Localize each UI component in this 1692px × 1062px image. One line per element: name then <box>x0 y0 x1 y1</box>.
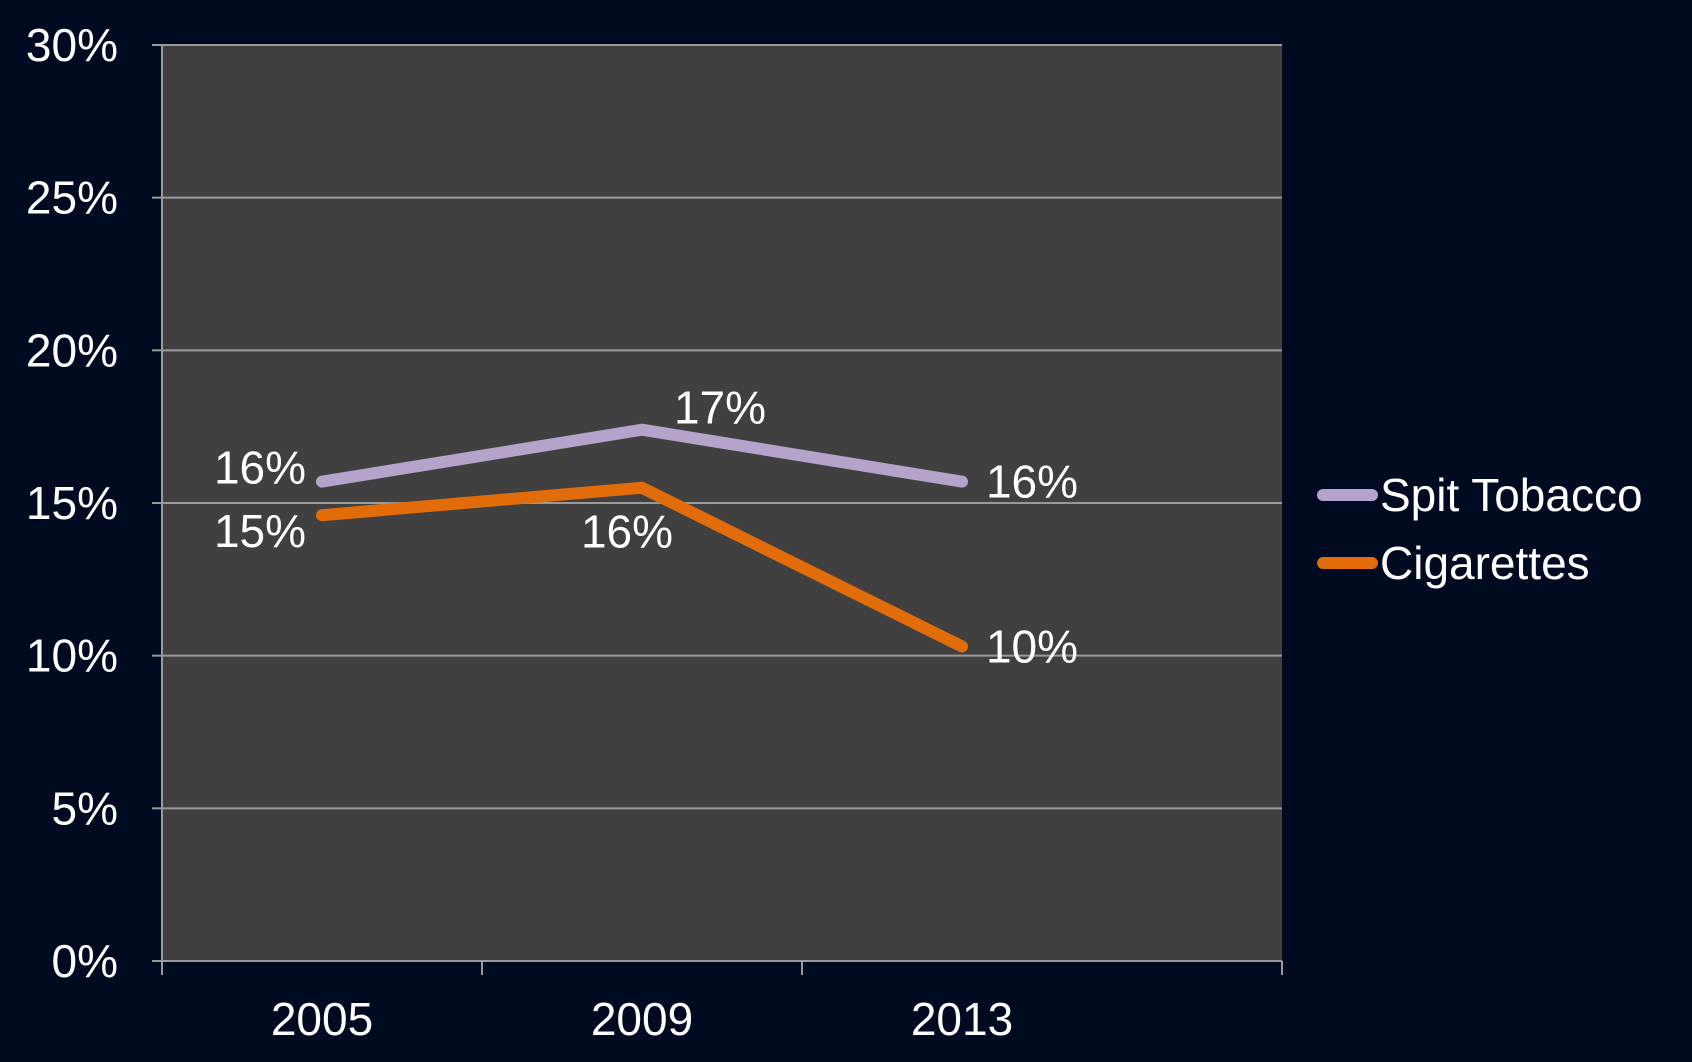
x-tick-label: 2013 <box>911 993 1013 1045</box>
series-lines <box>316 423 968 653</box>
x-tick-label: 2009 <box>591 993 693 1045</box>
data-label: 16% <box>986 456 1078 508</box>
y-tick-label: 10% <box>26 630 118 682</box>
y-tick-label: 25% <box>26 172 118 224</box>
data-label: 16% <box>581 506 673 558</box>
y-tick-label: 20% <box>26 324 118 376</box>
y-tick-label: 5% <box>52 782 118 834</box>
data-label: 10% <box>986 621 1078 673</box>
data-label: 17% <box>674 382 766 434</box>
y-tick-label: 15% <box>26 477 118 529</box>
series-line-cigarettes <box>316 481 968 653</box>
y-tick-label: 30% <box>26 19 118 71</box>
y-tick-label: 0% <box>52 935 118 987</box>
data-labels: 16% 17% 16% 15% 16% 10% <box>214 382 1078 673</box>
legend-label: Spit Tobacco <box>1380 469 1643 521</box>
axes: 0% 5% 10% 15% 20% 25% 30% 2005 2009 2013 <box>26 19 1283 1045</box>
data-label: 16% <box>214 442 306 494</box>
legend-label: Cigarettes <box>1380 537 1590 589</box>
gridlines <box>162 44 1282 810</box>
data-label: 15% <box>214 505 306 557</box>
series-line-spit-tobacco <box>316 423 968 488</box>
legend: Spit Tobacco Cigarettes <box>1317 469 1643 589</box>
x-tick-label: 2005 <box>271 993 373 1045</box>
